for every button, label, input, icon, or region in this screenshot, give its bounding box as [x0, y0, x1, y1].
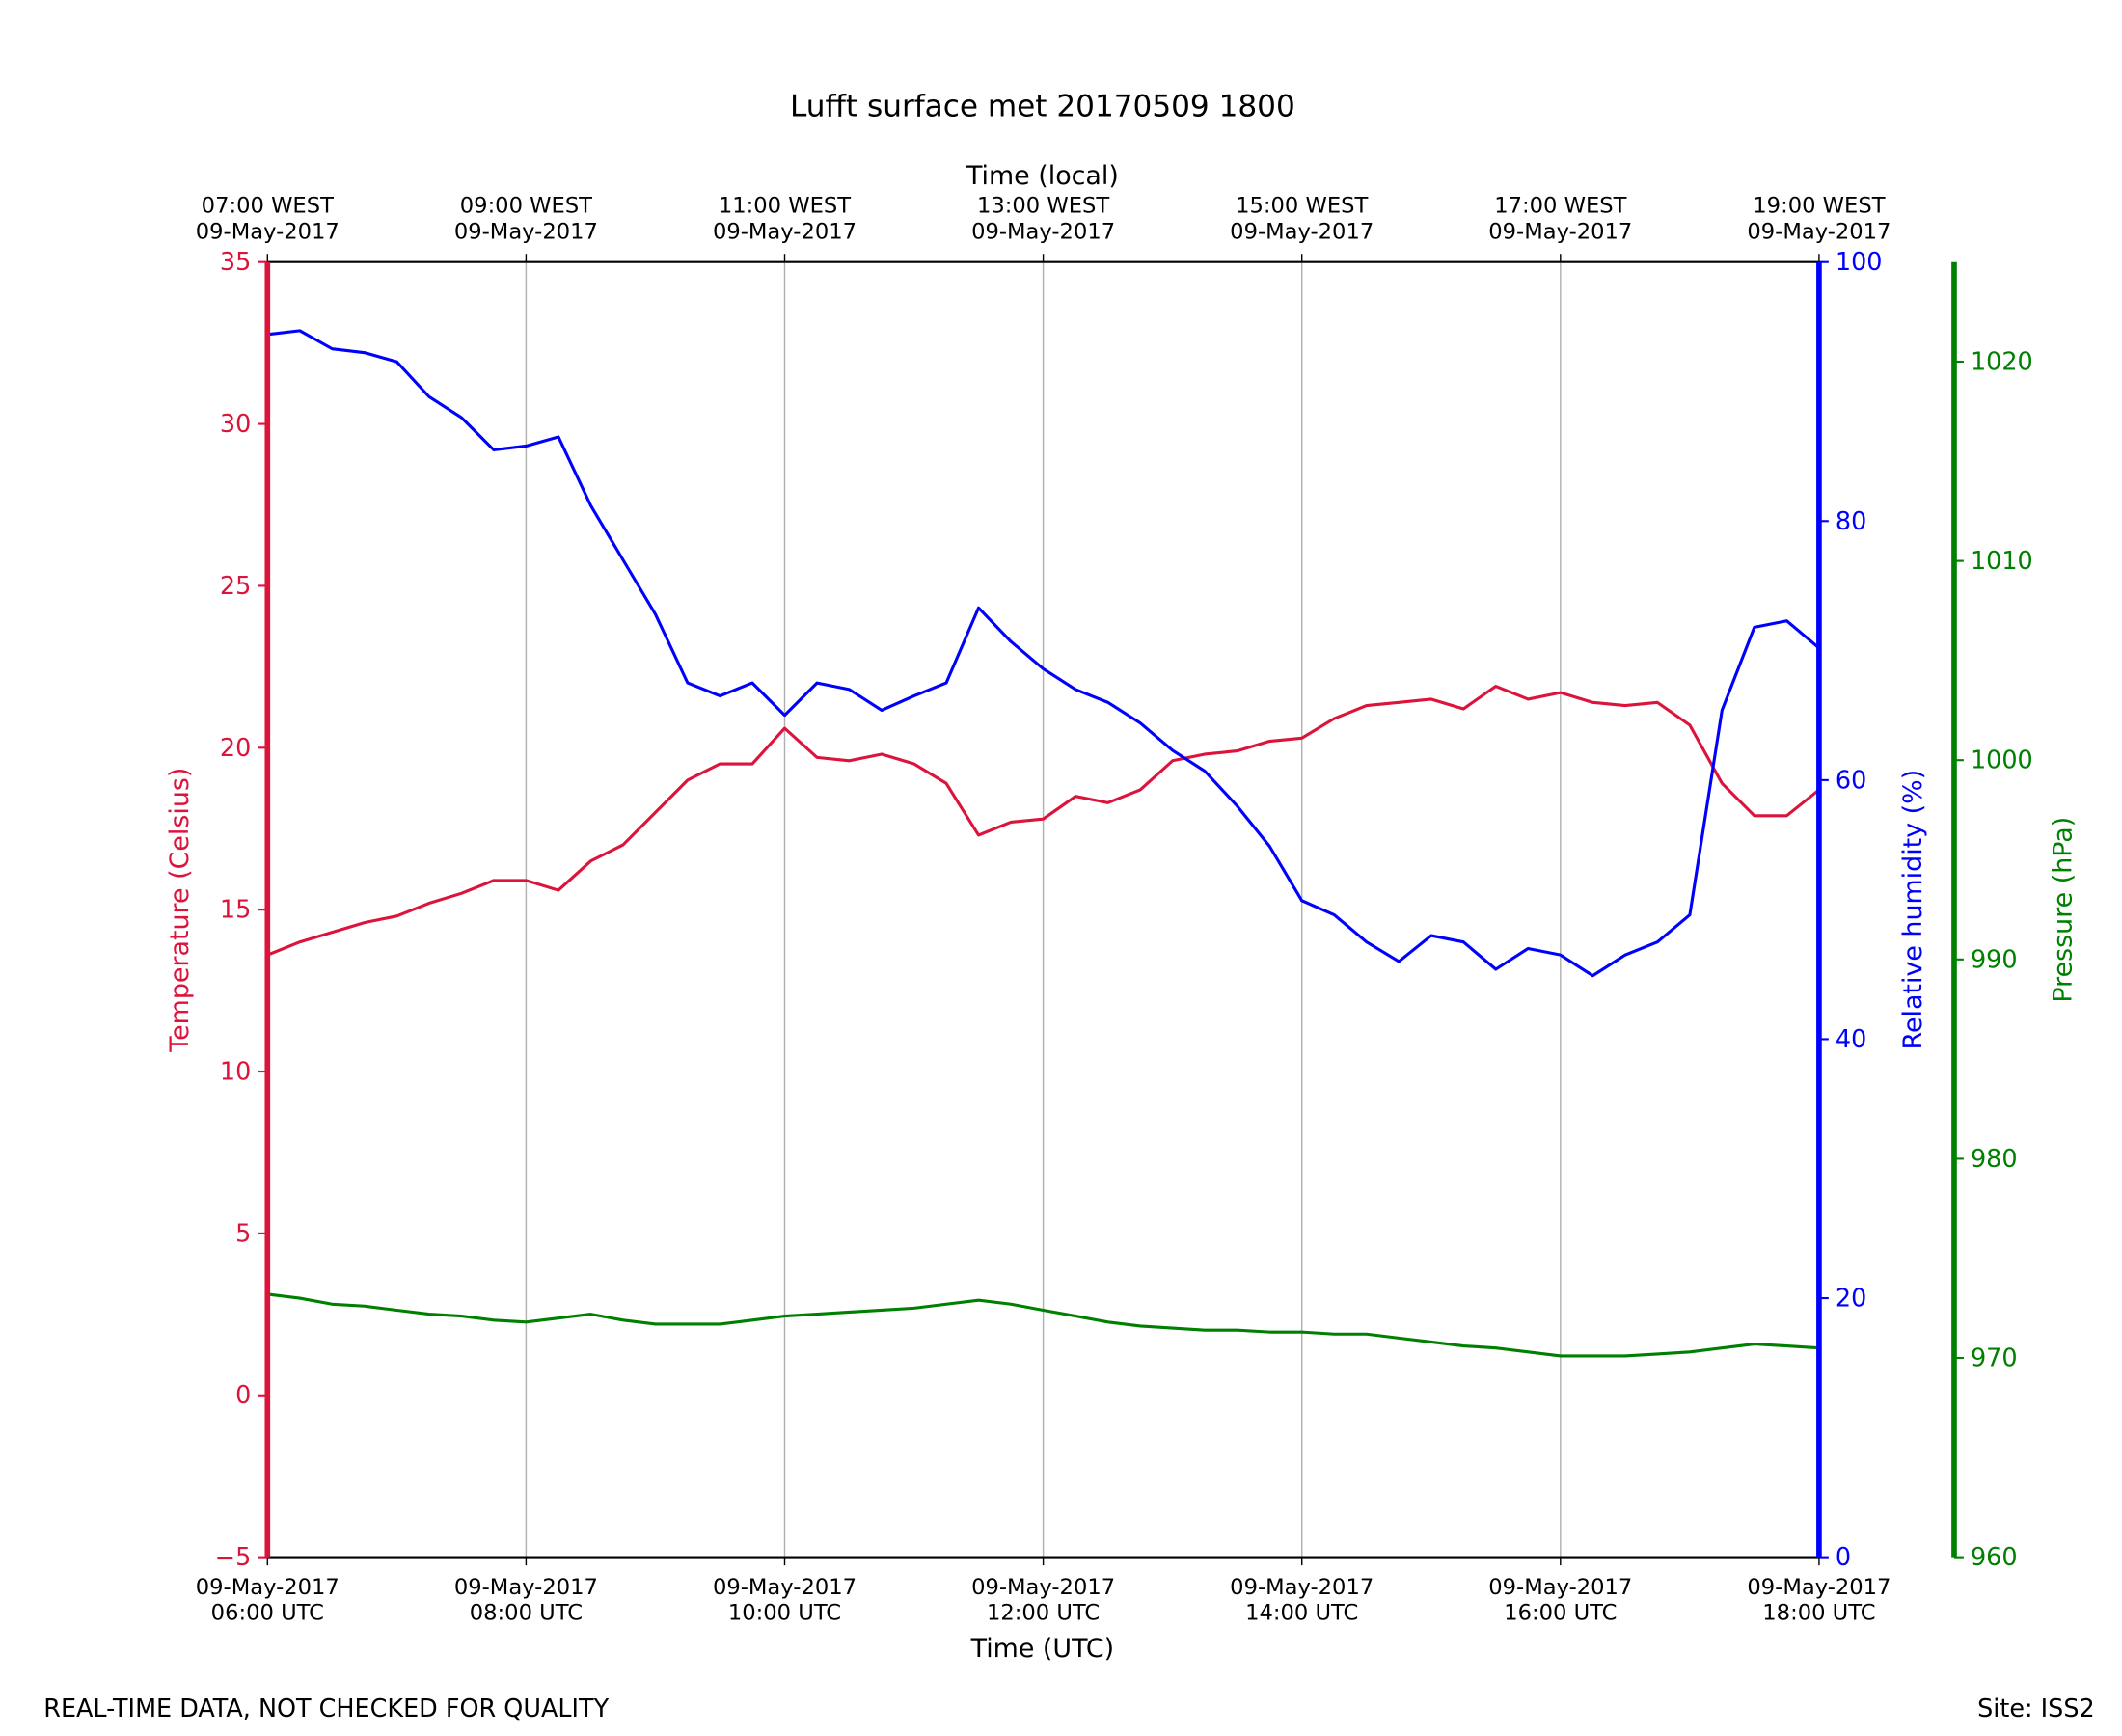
x-tick-label: 09-May-2017: [1230, 1575, 1374, 1600]
x-axis-title: Time (UTC): [970, 1634, 1115, 1664]
top-tick-label: 07:00 WEST: [202, 194, 334, 219]
y-tick-label: 35: [220, 248, 251, 277]
y-tick-label: −5: [215, 1543, 252, 1572]
x-tick-label: 08:00 UTC: [470, 1601, 583, 1626]
top-tick-label: 11:00 WEST: [719, 194, 851, 219]
y-tick-label: 0: [1836, 1543, 1851, 1572]
top-tick-label: 19:00 WEST: [1753, 194, 1885, 219]
top-tick-label: 09-May-2017: [1230, 220, 1374, 245]
top-tick-label: 13:00 WEST: [977, 194, 1109, 219]
x-tick-label: 09-May-2017: [713, 1575, 857, 1600]
x-tick-label: 18:00 UTC: [1762, 1601, 1875, 1626]
y-tick-label: 10: [220, 1058, 251, 1087]
chart-title: Lufft surface met 20170509 1800: [790, 89, 1295, 123]
y-tick-label: 1000: [1971, 746, 2033, 775]
x-tick-label: 09-May-2017: [454, 1575, 598, 1600]
x-tick-label: 09-May-2017: [1747, 1575, 1891, 1600]
x-tick-label: 14:00 UTC: [1245, 1601, 1358, 1626]
top-tick-label: 09-May-2017: [713, 220, 857, 245]
top-axis-title: Time (local): [966, 161, 1119, 191]
x-tick-label: 10:00 UTC: [728, 1601, 841, 1626]
y-tick-label: 30: [220, 410, 251, 439]
y-tick-label: 25: [220, 572, 251, 601]
x-tick-label: 16:00 UTC: [1504, 1601, 1617, 1626]
footer-right: Site: ISS2: [1977, 1695, 2095, 1723]
y-axis-title: Temperature (Celsius): [165, 768, 195, 1053]
x-tick-label: 12:00 UTC: [987, 1601, 1100, 1626]
top-tick-label: 09-May-2017: [454, 220, 598, 245]
y-tick-label: 60: [1836, 766, 1866, 795]
y-tick-label: 20: [220, 734, 251, 763]
y-tick-label: 15: [220, 896, 251, 925]
top-tick-label: 09-May-2017: [971, 220, 1115, 245]
footer-left: REAL-TIME DATA, NOT CHECKED FOR QUALITY: [43, 1695, 609, 1723]
series-line: [267, 1292, 1820, 1358]
x-tick-label: 09-May-2017: [196, 1575, 340, 1600]
y-axis-title: Relative humidity (%): [1898, 770, 1928, 1050]
y-tick-label: 100: [1836, 248, 1883, 277]
x-tick-label: 06:00 UTC: [211, 1601, 324, 1626]
y-tick-label: 20: [1836, 1285, 1866, 1314]
y-tick-label: 1010: [1971, 547, 2033, 576]
y-tick-label: 960: [1971, 1543, 2018, 1572]
y-tick-label: 5: [235, 1219, 251, 1248]
x-tick-label: 09-May-2017: [971, 1575, 1115, 1600]
top-tick-label: 15:00 WEST: [1236, 194, 1368, 219]
top-tick-label: 17:00 WEST: [1494, 194, 1626, 219]
series-line: [267, 329, 1820, 978]
y-tick-label: 990: [1971, 945, 2018, 974]
y-tick-label: 0: [235, 1381, 251, 1410]
y-tick-label: 970: [1971, 1344, 2018, 1373]
y-tick-label: 980: [1971, 1145, 2018, 1174]
y-tick-label: 80: [1836, 507, 1866, 536]
y-tick-label: 40: [1836, 1025, 1866, 1054]
series-line: [266, 684, 1820, 957]
x-tick-label: 09-May-2017: [1488, 1575, 1632, 1600]
top-tick-label: 09:00 WEST: [460, 194, 592, 219]
top-tick-label: 09-May-2017: [1747, 220, 1891, 245]
y-tick-label: 1020: [1971, 347, 2033, 376]
top-tick-label: 09-May-2017: [1488, 220, 1632, 245]
y-axis-title: Pressure (hPa): [2049, 817, 2079, 1003]
top-tick-label: 09-May-2017: [196, 220, 340, 245]
